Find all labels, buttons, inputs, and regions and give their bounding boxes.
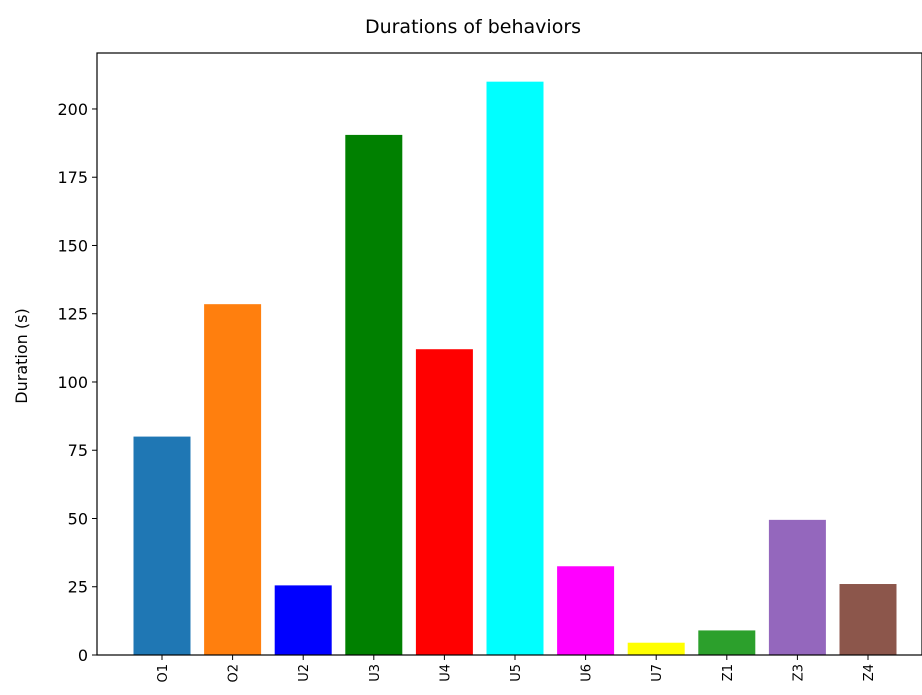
- chart-title: Durations of behaviors: [365, 16, 581, 38]
- bar-u7: [627, 642, 685, 655]
- plot-area-frame: [96, 52, 922, 656]
- x-tick-label: U2: [297, 664, 312, 682]
- y-tick-label: 75: [68, 441, 88, 460]
- x-tick-label: O2: [227, 664, 242, 683]
- x-tick-label: U7: [650, 664, 665, 682]
- y-tick-label: 125: [57, 305, 88, 324]
- bar-z4: [839, 584, 897, 655]
- x-tick-label: Z4: [862, 664, 877, 681]
- y-tick-label: 150: [57, 236, 88, 255]
- bar-u5: [486, 81, 544, 655]
- bar-z1: [698, 630, 756, 655]
- y-tick-label: 100: [57, 373, 88, 392]
- x-tick-label: Z1: [721, 664, 736, 681]
- bar-o2: [204, 304, 262, 655]
- y-tick-label: 25: [68, 578, 88, 597]
- x-axis-ticks: O1 O2 U2 U3 U4 U5 U6 U7 Z1 Z3 Z4: [156, 655, 877, 683]
- y-tick-label: 175: [57, 168, 88, 187]
- y-tick-label: 50: [68, 509, 88, 528]
- x-tick-label: U3: [368, 664, 383, 682]
- bar-u2: [274, 585, 332, 655]
- bar-u4: [415, 349, 473, 655]
- x-tick-label: U5: [509, 664, 524, 682]
- x-tick-label: Z3: [791, 664, 806, 681]
- y-tick-label: 200: [57, 100, 88, 119]
- bar-z3: [768, 519, 826, 655]
- y-axis-label: Duration (s): [12, 308, 31, 403]
- x-tick-label: U6: [580, 664, 595, 682]
- bar-u6: [557, 566, 615, 655]
- bar-u3: [345, 134, 403, 655]
- bar-o1: [133, 436, 191, 655]
- x-tick-label: U4: [438, 664, 453, 682]
- x-tick-label: O1: [156, 664, 171, 683]
- bars-group: [133, 81, 897, 655]
- y-tick-label: 0: [78, 646, 88, 665]
- y-axis-ticks: 0 25 50 75 100 125 150 175 200: [57, 100, 97, 665]
